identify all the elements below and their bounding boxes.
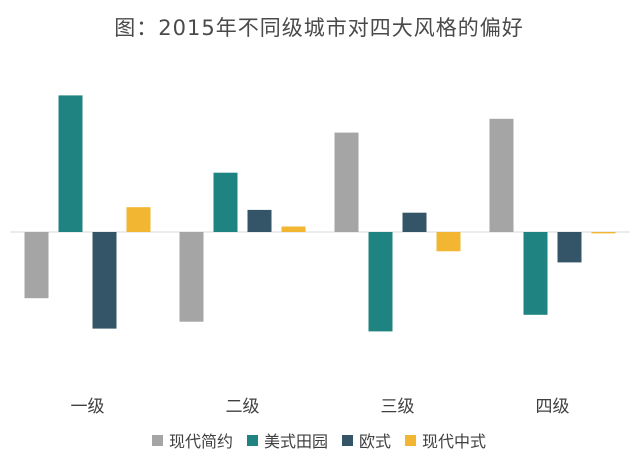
legend-label: 现代简约	[168, 432, 233, 451]
bar-3-3	[402, 212, 427, 232]
legend-swatch	[405, 434, 417, 446]
bar-3-4	[436, 232, 461, 252]
legend-label: 美式田园	[263, 432, 328, 451]
legend-swatch	[151, 434, 163, 446]
bar-2-4	[281, 226, 306, 232]
bar-4-1	[489, 118, 514, 232]
bar-1-4	[126, 207, 151, 232]
legend-swatch	[342, 434, 353, 446]
bar-2-1	[179, 232, 204, 322]
bar-2-2	[213, 172, 238, 232]
category-label: 一级	[71, 397, 105, 417]
bar-1-3	[92, 232, 117, 329]
bar-4-2	[523, 232, 548, 315]
bar-2-3	[247, 209, 272, 232]
category-label: 二级	[226, 397, 260, 417]
legend-label: 现代中式	[422, 432, 487, 451]
legend-item: 现代简约	[151, 428, 233, 452]
bar-4-4	[591, 232, 616, 234]
legend-item: 欧式	[342, 428, 391, 452]
bar-4-3	[557, 232, 582, 263]
category-label: 三级	[381, 397, 415, 417]
chart-title: 图：2015年不同级城市对四大风格的偏好	[114, 16, 524, 40]
bar-1-2	[58, 95, 83, 233]
legend: 现代简约 美式田园 欧式 现代中式	[0, 428, 638, 452]
category-label: 四级	[536, 397, 570, 417]
bar-3-1	[334, 132, 359, 232]
legend-swatch	[246, 434, 258, 446]
bar-1-1	[24, 232, 49, 299]
bar-3-2	[368, 232, 393, 332]
legend-item: 美式田园	[246, 428, 328, 452]
legend-item: 现代中式	[405, 428, 486, 452]
legend-label: 欧式	[359, 432, 392, 451]
